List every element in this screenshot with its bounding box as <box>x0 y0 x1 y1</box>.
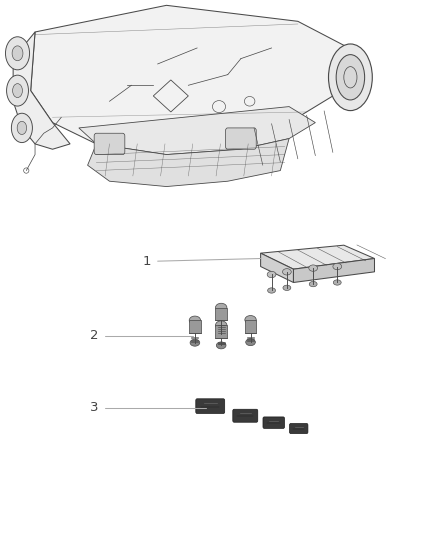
Polygon shape <box>261 253 293 282</box>
Ellipse shape <box>190 340 200 346</box>
Ellipse shape <box>5 37 29 70</box>
Ellipse shape <box>245 316 256 324</box>
Ellipse shape <box>12 46 23 61</box>
FancyBboxPatch shape <box>94 133 125 155</box>
Ellipse shape <box>268 288 276 293</box>
Ellipse shape <box>246 339 255 345</box>
Ellipse shape <box>215 303 227 312</box>
Text: 1: 1 <box>142 255 151 268</box>
FancyBboxPatch shape <box>233 409 258 422</box>
Polygon shape <box>13 32 70 149</box>
Polygon shape <box>293 259 374 282</box>
Polygon shape <box>31 5 359 149</box>
FancyBboxPatch shape <box>215 308 227 320</box>
Polygon shape <box>88 139 289 187</box>
Ellipse shape <box>11 114 32 143</box>
Ellipse shape <box>17 122 27 134</box>
FancyBboxPatch shape <box>226 128 256 149</box>
Polygon shape <box>79 107 315 155</box>
FancyBboxPatch shape <box>189 320 201 333</box>
Ellipse shape <box>216 342 226 349</box>
Ellipse shape <box>309 281 317 287</box>
Ellipse shape <box>189 316 201 325</box>
Ellipse shape <box>216 330 226 338</box>
FancyBboxPatch shape <box>290 424 308 433</box>
Ellipse shape <box>333 263 342 270</box>
FancyBboxPatch shape <box>196 399 225 414</box>
Ellipse shape <box>333 280 341 285</box>
FancyBboxPatch shape <box>245 320 256 333</box>
FancyBboxPatch shape <box>263 417 285 429</box>
FancyBboxPatch shape <box>215 325 227 338</box>
Text: 2: 2 <box>90 329 99 342</box>
Ellipse shape <box>13 84 22 98</box>
Ellipse shape <box>336 55 364 100</box>
Ellipse shape <box>328 44 372 111</box>
Polygon shape <box>261 245 374 269</box>
Ellipse shape <box>283 269 291 275</box>
Ellipse shape <box>309 265 318 271</box>
Ellipse shape <box>215 321 227 329</box>
Ellipse shape <box>283 285 291 290</box>
Ellipse shape <box>267 271 276 278</box>
Ellipse shape <box>7 75 28 106</box>
Text: 3: 3 <box>90 401 99 414</box>
